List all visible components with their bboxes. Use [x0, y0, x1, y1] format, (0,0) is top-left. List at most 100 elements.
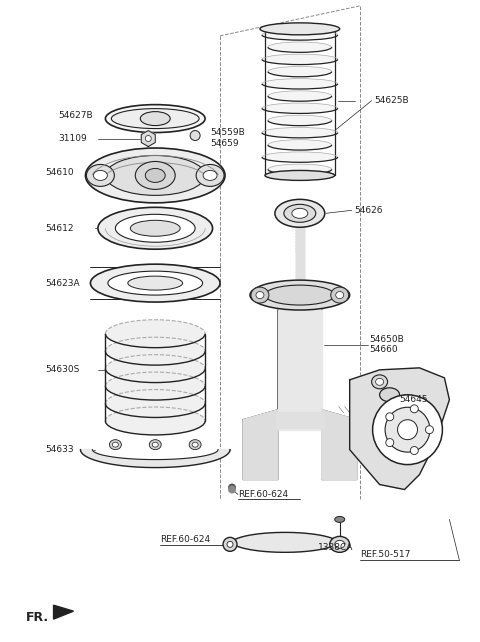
Ellipse shape — [260, 23, 340, 35]
Ellipse shape — [262, 54, 338, 65]
Ellipse shape — [145, 168, 165, 182]
Polygon shape — [81, 449, 230, 467]
Ellipse shape — [268, 42, 332, 53]
Text: 54633: 54633 — [46, 445, 74, 454]
Ellipse shape — [115, 214, 195, 242]
Ellipse shape — [250, 280, 350, 310]
Ellipse shape — [109, 440, 121, 449]
Ellipse shape — [98, 207, 213, 249]
Polygon shape — [296, 227, 304, 295]
Text: 54650B: 54650B — [370, 336, 404, 345]
Ellipse shape — [228, 483, 236, 492]
Ellipse shape — [106, 105, 205, 132]
Ellipse shape — [335, 541, 345, 548]
Ellipse shape — [410, 447, 418, 455]
Ellipse shape — [335, 516, 345, 523]
Text: 54645: 54645 — [399, 395, 428, 404]
Ellipse shape — [106, 155, 205, 195]
Text: 1338CA: 1338CA — [318, 543, 353, 552]
Text: 54630S: 54630S — [46, 365, 80, 374]
Ellipse shape — [425, 426, 433, 434]
Ellipse shape — [380, 388, 399, 402]
Text: 54623A: 54623A — [46, 279, 80, 288]
Ellipse shape — [149, 440, 161, 449]
Ellipse shape — [90, 264, 220, 302]
Ellipse shape — [106, 407, 205, 435]
Ellipse shape — [190, 130, 200, 141]
Text: 54627B: 54627B — [59, 111, 93, 120]
Ellipse shape — [262, 128, 338, 138]
Ellipse shape — [86, 164, 114, 186]
Ellipse shape — [262, 78, 338, 89]
Ellipse shape — [262, 152, 338, 162]
Text: REF.50-517: REF.50-517 — [360, 550, 410, 559]
Ellipse shape — [106, 337, 205, 365]
Polygon shape — [230, 532, 340, 552]
Text: 54660: 54660 — [370, 345, 398, 354]
Ellipse shape — [376, 378, 384, 385]
Text: REF.60-624: REF.60-624 — [160, 535, 210, 544]
Ellipse shape — [130, 220, 180, 236]
Ellipse shape — [265, 170, 335, 180]
Ellipse shape — [386, 413, 394, 421]
Ellipse shape — [372, 395, 443, 465]
Ellipse shape — [106, 390, 205, 417]
Ellipse shape — [111, 108, 199, 128]
Ellipse shape — [262, 30, 338, 40]
Ellipse shape — [331, 287, 348, 303]
Ellipse shape — [140, 112, 170, 126]
Polygon shape — [141, 130, 155, 146]
Ellipse shape — [112, 442, 119, 447]
Ellipse shape — [251, 287, 269, 303]
Ellipse shape — [268, 116, 332, 126]
Ellipse shape — [410, 405, 418, 413]
Ellipse shape — [265, 285, 335, 305]
Text: 31109: 31109 — [59, 134, 87, 143]
Ellipse shape — [189, 440, 201, 449]
Ellipse shape — [203, 170, 217, 180]
Ellipse shape — [385, 407, 430, 452]
Ellipse shape — [152, 442, 158, 447]
Ellipse shape — [284, 204, 316, 222]
Ellipse shape — [145, 135, 151, 141]
Ellipse shape — [196, 164, 224, 186]
Ellipse shape — [386, 438, 394, 447]
Polygon shape — [322, 410, 357, 480]
Ellipse shape — [108, 271, 203, 295]
Polygon shape — [54, 605, 73, 619]
Ellipse shape — [268, 91, 332, 101]
Text: 54559B: 54559B — [210, 128, 245, 137]
Polygon shape — [278, 310, 322, 429]
Ellipse shape — [94, 170, 108, 180]
Polygon shape — [350, 368, 449, 489]
Ellipse shape — [228, 485, 236, 494]
Text: 54612: 54612 — [46, 224, 74, 233]
Ellipse shape — [227, 541, 233, 548]
Ellipse shape — [275, 200, 325, 227]
Ellipse shape — [85, 148, 225, 203]
Ellipse shape — [106, 372, 205, 400]
Ellipse shape — [128, 276, 183, 290]
Text: 54659: 54659 — [210, 139, 239, 148]
Ellipse shape — [372, 375, 387, 389]
Ellipse shape — [268, 66, 332, 77]
Ellipse shape — [106, 354, 205, 383]
Ellipse shape — [397, 420, 418, 440]
Ellipse shape — [336, 291, 344, 299]
Ellipse shape — [262, 103, 338, 114]
Polygon shape — [243, 410, 278, 480]
Text: 54625B: 54625B — [374, 96, 409, 105]
Text: FR.: FR. — [25, 611, 49, 623]
Ellipse shape — [268, 164, 332, 175]
Ellipse shape — [256, 291, 264, 299]
Text: 54610: 54610 — [46, 168, 74, 177]
Ellipse shape — [330, 536, 350, 552]
Text: 54626: 54626 — [355, 206, 383, 215]
Ellipse shape — [106, 320, 205, 348]
Ellipse shape — [135, 161, 175, 189]
Ellipse shape — [192, 442, 198, 447]
Polygon shape — [276, 412, 324, 428]
Ellipse shape — [268, 140, 332, 150]
Ellipse shape — [292, 208, 308, 218]
Ellipse shape — [223, 537, 237, 551]
